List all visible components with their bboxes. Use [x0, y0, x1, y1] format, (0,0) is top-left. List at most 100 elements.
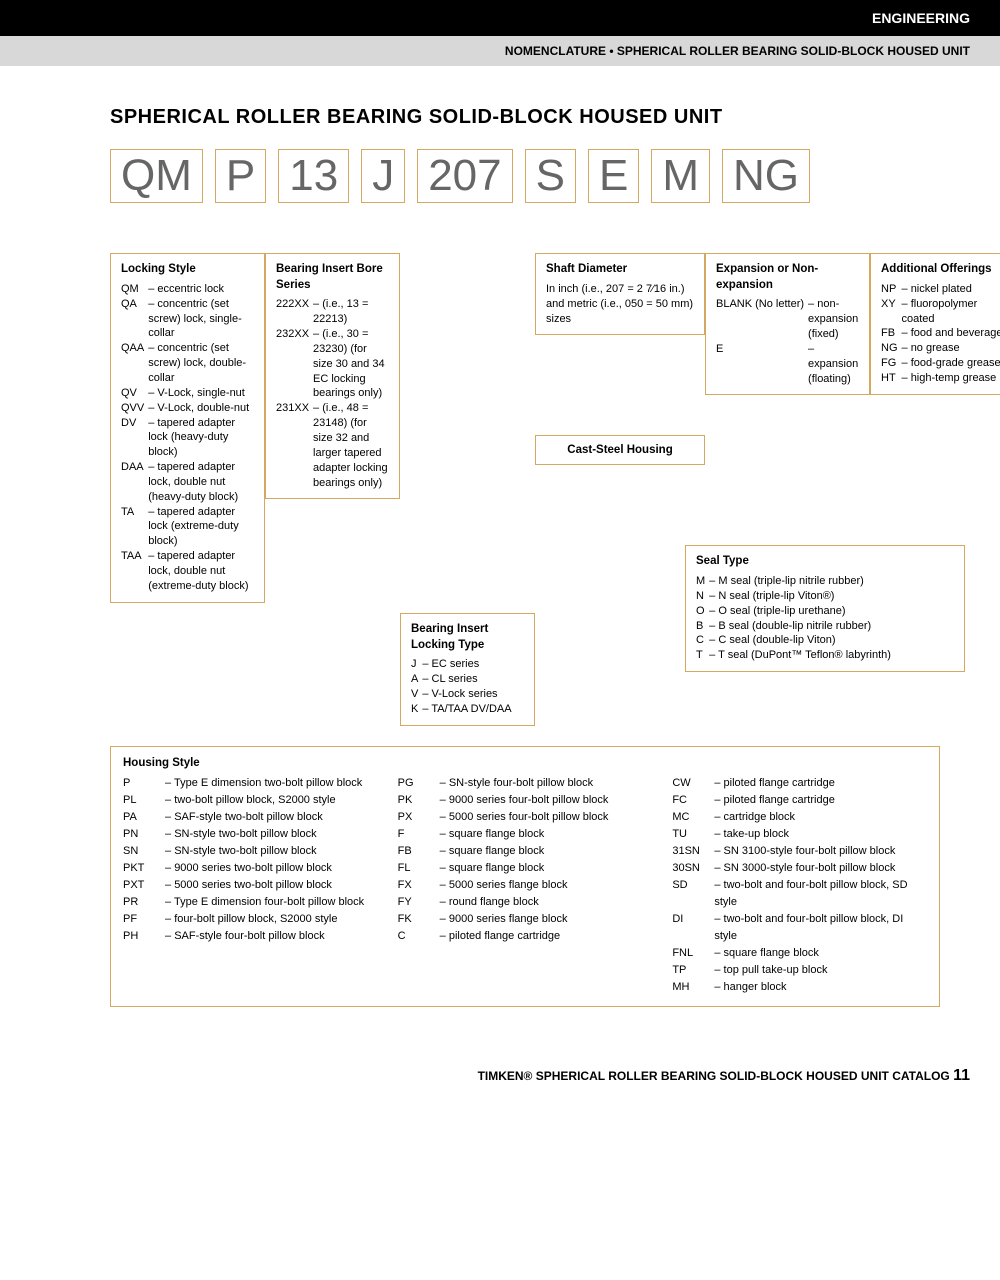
- code-value: Type E dimension two-bolt pillow block: [165, 775, 378, 792]
- code-cell: J: [361, 149, 405, 203]
- code-key: HT: [881, 371, 898, 386]
- code-cell: M: [651, 149, 710, 203]
- code-key: 222XX: [276, 297, 309, 327]
- housing-item: TUtake-up block: [672, 826, 927, 843]
- footer-text: TIMKEN® SPHERICAL ROLLER BEARING SOLID-B…: [478, 1069, 950, 1083]
- code-value: square flange block: [440, 843, 653, 860]
- code-value: fluoropolymer coated: [902, 297, 1000, 327]
- header-gray-bar: NOMENCLATURE • SPHERICAL ROLLER BEARING …: [0, 36, 1000, 66]
- code-key: K: [411, 702, 418, 717]
- code-value: piloted flange cartridge: [714, 775, 927, 792]
- code-value: SN 3000-style four-bolt pillow block: [714, 860, 927, 877]
- locking-type-box: Bearing Insert Locking Type JEC seriesAC…: [400, 613, 535, 725]
- housing-item: FYround flange block: [398, 894, 653, 911]
- code-key: C: [696, 633, 705, 648]
- housing-item: PK9000 series four-bolt pillow block: [398, 792, 653, 809]
- housing-item: 30SNSN 3000-style four-bolt pillow block: [672, 860, 927, 877]
- cast-steel-box: Cast-Steel Housing: [535, 435, 705, 465]
- housing-item: FCpiloted flange cartridge: [672, 792, 927, 809]
- box-title: Shaft Diameter: [546, 262, 694, 278]
- housing-item: TPtop pull take-up block: [672, 962, 927, 979]
- page-title: SPHERICAL ROLLER BEARING SOLID-BLOCK HOU…: [110, 106, 940, 129]
- housing-col: PGSN-style four-bolt pillow blockPK9000 …: [398, 775, 653, 997]
- code-value: SAF-style four-bolt pillow block: [165, 928, 378, 945]
- code-value: two-bolt and four-bolt pillow block, SD …: [714, 877, 927, 911]
- code-value: TA/TAA DV/DAA: [422, 702, 524, 717]
- code-key: PK: [398, 792, 440, 809]
- page-number: 11: [953, 1067, 970, 1084]
- housing-item: FBsquare flange block: [398, 843, 653, 860]
- housing-item: PNSN-style two-bolt pillow block: [123, 826, 378, 843]
- code-value: food-grade grease: [902, 356, 1000, 371]
- code-value: 5000 series two-bolt pillow block: [165, 877, 378, 894]
- code-key: PN: [123, 826, 165, 843]
- code-value: eccentric lock: [148, 282, 254, 297]
- code-key: 231XX: [276, 401, 309, 490]
- housing-item: PXT5000 series two-bolt pillow block: [123, 877, 378, 894]
- housing-item: DItwo-bolt and four-bolt pillow block, D…: [672, 911, 927, 945]
- housing-item: SDtwo-bolt and four-bolt pillow block, S…: [672, 877, 927, 911]
- code-key: J: [411, 657, 418, 672]
- code-key: MH: [672, 979, 714, 996]
- code-key: SN: [123, 843, 165, 860]
- housing-item: FX5000 series flange block: [398, 877, 653, 894]
- code-key: PH: [123, 928, 165, 945]
- code-value: piloted flange cartridge: [440, 928, 653, 945]
- shaft-diameter-box: Shaft Diameter In inch (i.e., 207 = 2 7⁄…: [535, 253, 705, 335]
- box-title: Bearing Insert Locking Type: [411, 622, 524, 653]
- code-key: E: [716, 342, 804, 387]
- code-value: SN 3100-style four-bolt pillow block: [714, 843, 927, 860]
- housing-item: SNSN-style two-bolt pillow block: [123, 843, 378, 860]
- code-key: PG: [398, 775, 440, 792]
- housing-col: PType E dimension two-bolt pillow blockP…: [123, 775, 378, 997]
- code-key: QV: [121, 386, 144, 401]
- code-key: FB: [398, 843, 440, 860]
- code-value: EC series: [422, 657, 524, 672]
- code-cell: NG: [722, 149, 810, 203]
- page-footer: TIMKEN® SPHERICAL ROLLER BEARING SOLID-B…: [0, 1047, 1000, 1105]
- col-locking-type: Bearing Insert Locking Type JEC seriesAC…: [400, 253, 535, 735]
- code-key: FY: [398, 894, 440, 911]
- code-value: food and beverage: [902, 326, 1000, 341]
- code-key: V: [411, 687, 418, 702]
- code-key: PL: [123, 792, 165, 809]
- housing-item: 31SNSN 3100-style four-bolt pillow block: [672, 843, 927, 860]
- code-value: high-temp grease: [902, 371, 1000, 386]
- code-key: 30SN: [672, 860, 714, 877]
- header-black-bar: ENGINEERING: [0, 0, 1000, 36]
- box-title: Locking Style: [121, 262, 254, 278]
- code-cell: 207: [417, 149, 512, 203]
- code-value: expansion (floating): [808, 342, 859, 387]
- col-shaft-cast: Shaft Diameter In inch (i.e., 207 = 2 7⁄…: [535, 253, 705, 735]
- code-key: FK: [398, 911, 440, 928]
- code-key: FG: [881, 356, 898, 371]
- code-value: Type E dimension four-bolt pillow block: [165, 894, 378, 911]
- code-key: N: [696, 589, 705, 604]
- nomenclature-code-row: QM P 13 J 207 S E M NG: [110, 149, 940, 203]
- code-key: TU: [672, 826, 714, 843]
- code-value: tapered adapter lock (heavy-duty block): [148, 416, 254, 461]
- code-value: take-up block: [714, 826, 927, 843]
- code-cell: P: [215, 149, 266, 203]
- code-value: no grease: [902, 341, 1000, 356]
- code-value: round flange block: [440, 894, 653, 911]
- locking-style-box: Locking Style QMeccentric lockQAconcentr…: [110, 253, 265, 602]
- code-value: four-bolt pillow block, S2000 style: [165, 911, 378, 928]
- box-title: Additional Offerings: [881, 262, 1000, 278]
- col-expansion-seal: Expansion or Non-expansion BLANK (No let…: [705, 253, 870, 735]
- code-value: concentric (set screw) lock, single-coll…: [148, 297, 254, 342]
- col-bore-series: Bearing Insert Bore Series 222XX(i.e., 1…: [265, 253, 400, 735]
- code-value: (i.e., 13 = 22213): [313, 297, 389, 327]
- code-key: T: [696, 648, 705, 663]
- code-key: BLANK (No letter): [716, 297, 804, 342]
- code-key: FNL: [672, 945, 714, 962]
- code-cell: E: [588, 149, 639, 203]
- code-key: P: [123, 775, 165, 792]
- code-value: 9000 series four-bolt pillow block: [440, 792, 653, 809]
- housing-item: PFfour-bolt pillow block, S2000 style: [123, 911, 378, 928]
- housing-col: CWpiloted flange cartridgeFCpiloted flan…: [672, 775, 927, 997]
- code-value: SN-style two-bolt pillow block: [165, 826, 378, 843]
- code-value: (i.e., 48 = 23148) (for size 32 and larg…: [313, 401, 389, 490]
- code-value: 9000 series flange block: [440, 911, 653, 928]
- code-key: TA: [121, 505, 144, 550]
